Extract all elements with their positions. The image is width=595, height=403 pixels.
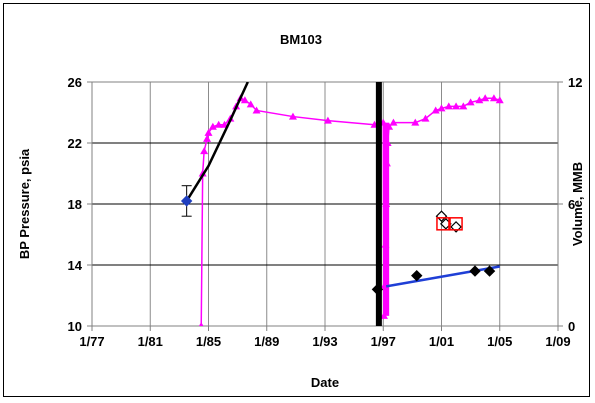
triangle-marker <box>214 120 223 128</box>
series-group <box>180 82 504 326</box>
x-tick-label: 1/01 <box>429 334 454 349</box>
triangle-marker <box>495 96 504 104</box>
diamond-marker <box>469 265 481 277</box>
x-tick-label: 1/77 <box>79 334 104 349</box>
right-y-tick-labels: 0 6 12 <box>568 75 582 334</box>
x-axis-label: Date <box>311 375 339 390</box>
x-tick-labels: 1/77 1/81 1/85 1/89 1/93 1/97 1/01 1/05 1/09 <box>79 334 570 349</box>
open-diamond-marker <box>435 210 448 223</box>
left-y-tick-label: 18 <box>68 197 82 212</box>
left-y-tick-label: 22 <box>68 136 82 151</box>
x-tick-label: 1/85 <box>196 334 221 349</box>
triangle-marker <box>466 98 475 106</box>
diamond-marker <box>411 269 423 282</box>
triangle-marker <box>246 100 255 108</box>
left-y-tick-label: 10 <box>68 319 82 334</box>
triangle-marker <box>208 122 217 130</box>
x-tick-label: 1/05 <box>487 334 512 349</box>
right-y-axis-label: Volume, MMB <box>570 162 585 246</box>
open-square-marker <box>436 217 450 231</box>
triangle-marker <box>444 102 453 110</box>
triangle-marker <box>383 139 392 146</box>
diamond-marker <box>180 195 193 207</box>
triangle-marker <box>200 147 209 155</box>
trend-line <box>185 82 249 202</box>
triangle-marker <box>379 311 388 319</box>
right-y-tick-label: 6 <box>568 197 575 212</box>
triangle-marker <box>323 116 332 124</box>
series-line-magenta <box>200 97 500 326</box>
trend-line <box>385 265 500 288</box>
diamond-marker <box>371 283 384 296</box>
triangle-marker <box>288 112 297 120</box>
right-y-tick-label: 0 <box>568 319 575 334</box>
triangle-marker <box>481 94 490 102</box>
triangle-marker <box>431 106 440 114</box>
triangle-marker <box>489 94 498 102</box>
triangle-marker <box>204 128 213 136</box>
triangle-marker <box>459 102 468 110</box>
chart-marks <box>180 82 504 326</box>
left-y-tick-label: 14 <box>68 258 83 273</box>
chart-title: BM103 <box>280 32 322 47</box>
triangle-marker <box>452 102 461 110</box>
chart-frame: 1/77 1/81 1/85 1/89 1/93 1/97 1/01 1/05 1/09 10 1… <box>3 3 590 397</box>
left-y-tick-labels: 10 14 18 22 26 <box>68 75 83 334</box>
right-y-tick-label: 12 <box>568 75 582 90</box>
plot-area <box>91 81 559 327</box>
triangle-marker <box>252 106 261 114</box>
left-y-tick-label: 26 <box>68 75 82 90</box>
x-tick-label: 1/81 <box>138 334 163 349</box>
triangle-marker <box>437 104 446 112</box>
x-tick-label: 1/97 <box>371 334 396 349</box>
triangle-marker <box>475 96 484 104</box>
triangle-marker <box>198 322 204 326</box>
open-square-marker <box>449 217 463 231</box>
chart-svg: 1/77 1/81 1/85 1/89 1/93 1/97 1/01 1/05 1/09 101… <box>17 32 585 390</box>
triangle-marker <box>381 240 390 248</box>
triangle-marker <box>421 114 430 122</box>
triangle-marker <box>389 118 398 126</box>
triangle-marker <box>203 134 212 142</box>
x-tick-label: 1/09 <box>545 334 570 349</box>
x-tick-label: 1/89 <box>254 334 279 349</box>
triangle-marker <box>240 96 249 104</box>
left-y-axis-label: BP Pressure, psia <box>17 148 32 259</box>
triangle-marker <box>382 200 391 207</box>
diamond-marker <box>483 265 496 277</box>
triangle-marker <box>385 122 394 130</box>
dense-marker-cluster <box>383 122 390 316</box>
x-tick-label: 1/93 <box>312 334 337 349</box>
triangle-marker <box>382 159 391 167</box>
gridlines <box>87 81 563 331</box>
triangle-marker <box>411 118 420 126</box>
